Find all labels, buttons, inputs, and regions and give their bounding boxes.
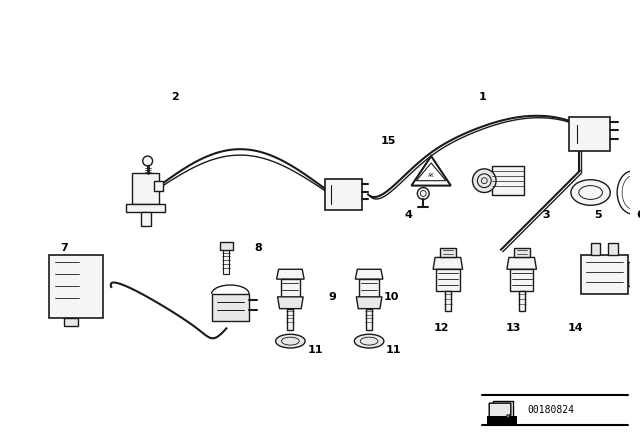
Text: 10: 10 [384,292,399,302]
Bar [212,294,249,322]
Polygon shape [507,415,511,419]
Ellipse shape [143,156,152,166]
Bar [519,291,525,310]
Text: 13: 13 [506,323,522,333]
Text: 2: 2 [172,92,179,102]
Polygon shape [356,297,382,309]
Bar [325,179,362,210]
Circle shape [417,188,429,199]
Bar [154,181,163,190]
Text: 00180824: 00180824 [528,405,575,415]
Bar [141,212,150,226]
Bar [64,319,78,327]
Polygon shape [278,297,303,309]
Bar [445,291,451,310]
Bar [287,309,293,330]
Bar [132,173,159,204]
Text: 12: 12 [433,323,449,333]
Text: 4: 4 [404,210,412,220]
Bar [580,254,628,294]
Bar [514,248,529,258]
Text: 7: 7 [60,243,68,253]
Bar [608,243,618,254]
Bar [569,117,611,151]
Bar [359,279,379,297]
Text: 9: 9 [329,292,337,302]
Polygon shape [355,269,383,279]
Text: 14: 14 [568,323,584,333]
Polygon shape [276,269,304,279]
Bar [366,309,372,330]
Text: 3: 3 [543,210,550,220]
Text: 11: 11 [386,345,401,355]
Ellipse shape [571,180,611,205]
Bar [436,269,460,291]
Bar [492,166,524,195]
Bar [126,204,165,212]
Text: 15: 15 [381,136,397,146]
Ellipse shape [276,334,305,348]
Text: 8: 8 [254,243,262,253]
Bar [487,416,516,424]
Text: 5: 5 [595,210,602,220]
Bar [49,254,103,319]
Polygon shape [493,401,513,417]
Ellipse shape [355,334,384,348]
Text: 11: 11 [307,345,323,355]
Bar [591,243,600,254]
Text: AK: AK [428,173,435,178]
Bar [628,263,640,286]
Bar [223,250,229,274]
Text: 6: 6 [636,210,640,220]
Bar [510,269,534,291]
Polygon shape [433,258,463,269]
Polygon shape [507,258,536,269]
Circle shape [472,169,496,193]
Bar [280,279,300,297]
Bar [220,242,234,250]
Polygon shape [489,403,511,419]
Text: 1: 1 [479,92,486,102]
Bar [440,248,456,258]
